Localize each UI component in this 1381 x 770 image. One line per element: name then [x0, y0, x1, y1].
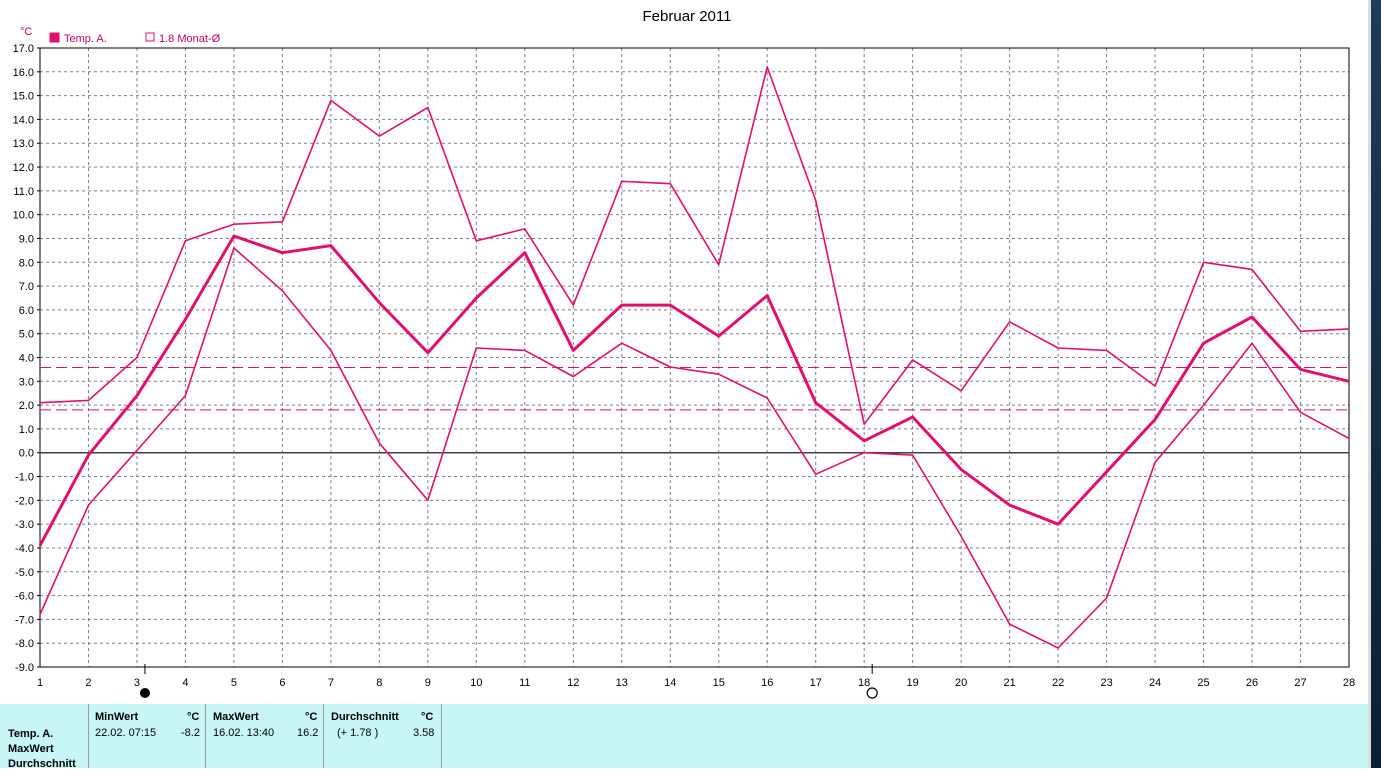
- y-tick-label: 13.0: [13, 138, 34, 150]
- y-tick-label: -3.0: [15, 519, 34, 531]
- moon-phase-markers: [139, 664, 878, 699]
- y-tick-label: -6.0: [15, 591, 34, 603]
- y-tick-label: 7.0: [19, 281, 34, 293]
- avg-column: Durchschnitt °C (+ 1.78 ) 3.58: [323, 704, 442, 768]
- min-column: MinWert °C 22.02. 07:15 -8.2: [88, 704, 205, 768]
- y-tick-label: -9.0: [15, 662, 34, 674]
- axes: 17.016.015.014.013.012.011.010.09.08.07.…: [13, 43, 1356, 689]
- stats-panel: Temp. A. MaxWert Durchschnitt MinWert °C…: [0, 704, 1368, 770]
- y-tick-label: 11.0: [13, 186, 34, 198]
- x-tick-label: 5: [231, 677, 237, 689]
- y-tick-label: -2.0: [15, 495, 34, 507]
- max-value: 16.2: [297, 727, 319, 739]
- x-tick-label: 24: [1149, 677, 1161, 689]
- y-tick-label: -1.0: [15, 472, 34, 484]
- avg-header: Durchschnitt: [331, 711, 399, 723]
- series-line-min: [39, 247, 1350, 649]
- legend-label-monthly-avg: 1.8 Monat-Ø: [159, 33, 221, 45]
- y-tick-label: 9.0: [19, 233, 34, 245]
- x-tick-label: 20: [955, 677, 967, 689]
- row-label-temp: Temp. A.: [8, 728, 54, 740]
- x-tick-label: 2: [85, 677, 91, 689]
- plot-frame: [39, 47, 1350, 668]
- x-tick-label: 7: [328, 677, 334, 689]
- x-tick-label: 8: [376, 677, 382, 689]
- y-tick-label: 0.0: [19, 448, 34, 460]
- grid: [40, 48, 1349, 667]
- avg-unit: °C: [421, 711, 434, 723]
- series-lines: [38, 66, 1350, 649]
- x-tick-label: 22: [1052, 677, 1064, 689]
- avg-note: (+ 1.78 ): [337, 727, 379, 739]
- y-unit-label: °C: [20, 26, 32, 38]
- y-tick-label: 10.0: [13, 210, 34, 222]
- chart-title: Februar 2011: [643, 8, 732, 25]
- y-tick-label: 15.0: [13, 91, 34, 103]
- x-tick-label: 1: [37, 677, 43, 689]
- x-tick-label: 27: [1294, 677, 1306, 689]
- max-column: MaxWert °C 16.02. 13:40 16.2: [205, 704, 324, 768]
- full-moon-icon: [866, 687, 878, 699]
- y-tick-label: 12.0: [13, 162, 34, 174]
- x-tick-label: 19: [907, 677, 919, 689]
- y-tick-label: 16.0: [13, 67, 34, 79]
- y-tick-label: 2.0: [19, 400, 34, 412]
- x-tick-label: 12: [567, 677, 579, 689]
- x-tick-label: 25: [1197, 677, 1209, 689]
- y-tick-label: 5.0: [19, 329, 34, 341]
- x-tick-label: 23: [1100, 677, 1112, 689]
- y-tick-label: 1.0: [19, 424, 34, 436]
- min-date: 22.02. 07:15: [95, 727, 157, 739]
- y-tick-label: 6.0: [19, 305, 34, 317]
- avg-value: 3.58: [413, 727, 435, 739]
- row-label-max: MaxWert: [8, 743, 54, 755]
- x-tick-label: 10: [470, 677, 482, 689]
- x-tick-label: 9: [425, 677, 431, 689]
- row-label-avg: Durchschnitt: [8, 758, 76, 770]
- x-tick-label: 4: [182, 677, 188, 689]
- x-tick-label: 3: [134, 677, 140, 689]
- x-tick-label: 17: [810, 677, 822, 689]
- y-tick-label: 3.0: [19, 376, 34, 388]
- new-moon-icon: [139, 688, 150, 698]
- x-tick-label: 11: [519, 677, 530, 689]
- x-tick-label: 28: [1343, 677, 1355, 689]
- window-edge: [1368, 0, 1381, 768]
- x-tick-label: 18: [858, 677, 870, 689]
- reference-lines: [40, 366, 1349, 411]
- temperature-chart: Februar 2011 °C Temp. A. 1.8 Monat-Ø 17.…: [13, 8, 1356, 699]
- y-tick-label: -5.0: [15, 567, 34, 579]
- max-unit: °C: [305, 711, 318, 723]
- x-tick-label: 6: [279, 677, 285, 689]
- x-tick-label: 26: [1246, 677, 1258, 689]
- y-tick-label: 14.0: [13, 114, 34, 126]
- x-tick-label: 21: [1004, 677, 1016, 689]
- y-tick-label: -7.0: [15, 614, 34, 626]
- x-tick-label: 16: [761, 677, 773, 689]
- y-tick-label: -8.0: [15, 638, 34, 650]
- y-tick-label: 4.0: [19, 353, 34, 365]
- legend-swatch-temp: [49, 32, 60, 43]
- y-tick-label: 8.0: [19, 257, 34, 269]
- min-value: -8.2: [181, 727, 200, 739]
- min-header: MinWert: [95, 711, 139, 723]
- y-tick-label: -4.0: [15, 543, 34, 555]
- x-tick-label: 14: [664, 677, 676, 689]
- x-tick-label: 15: [713, 677, 725, 689]
- series-line-mean: [38, 234, 1350, 547]
- legend-label-temp: Temp. A.: [64, 33, 107, 45]
- min-unit: °C: [187, 711, 200, 723]
- legend-swatch-monthly-avg: [145, 32, 155, 42]
- x-tick-label: 13: [616, 677, 628, 689]
- y-tick-label: 17.0: [13, 43, 34, 55]
- max-date: 16.02. 13:40: [213, 727, 275, 739]
- max-header: MaxWert: [213, 711, 259, 723]
- series-line-max: [39, 66, 1350, 426]
